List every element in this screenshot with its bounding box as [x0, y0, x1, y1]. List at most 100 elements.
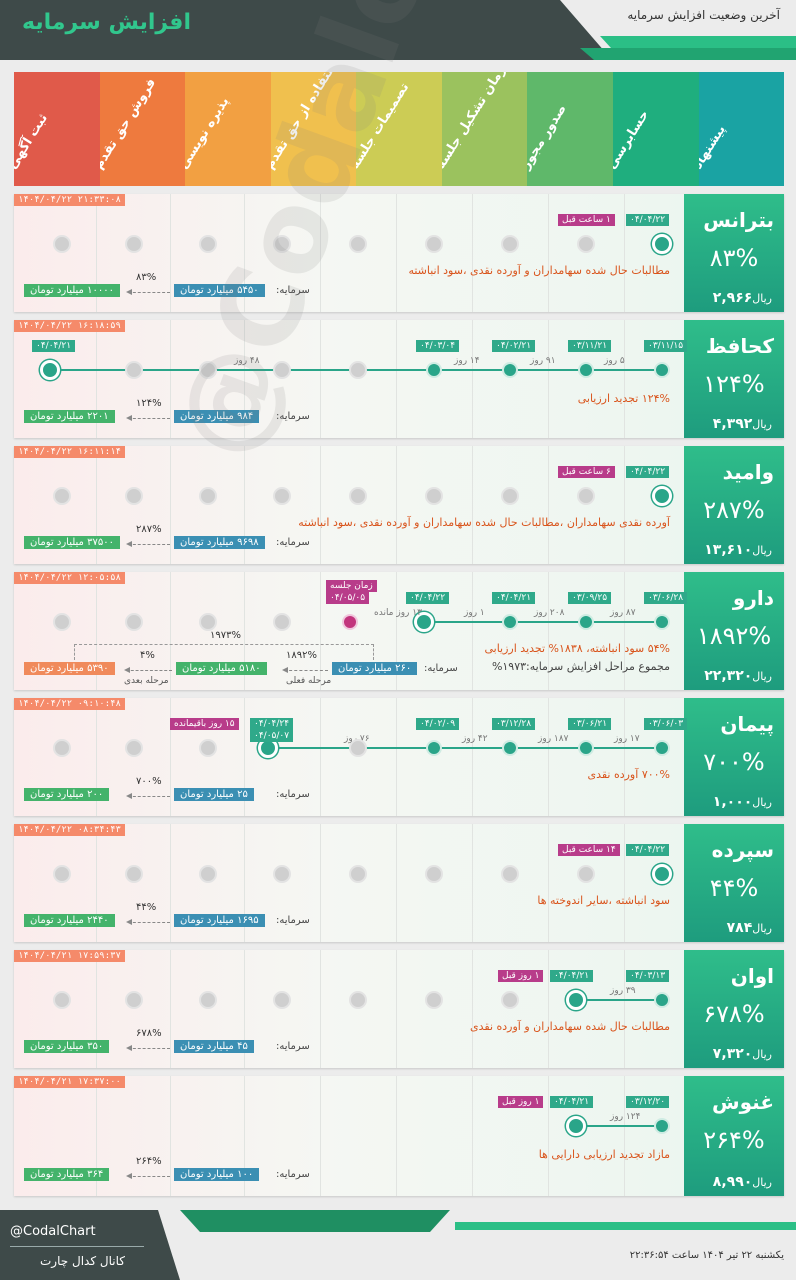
symbol-panel[interactable]: غنوش ۲۶۴% ریال۸,۹۹۰: [684, 1076, 784, 1196]
stock-row[interactable]: ۱۴۰۴/۰۴/۲۱ ۱۷:۳۷:۰۰ غنوش ۲۶۴% ریال۸,۹۹۰ ۰۳/۱…: [14, 1076, 784, 1196]
date-tag: ۰۴/۰۳/۱۳: [626, 970, 670, 982]
stage-dot: [349, 865, 367, 883]
description: آورده نقدی سهامداران ،مطالبات حال شده سه…: [298, 516, 670, 529]
grid-line: [320, 320, 321, 438]
capital-after: ۲۲۰۱ میلیارد تومان: [24, 410, 115, 423]
date-tag: ۰۳/۰۶/۲۸: [644, 592, 688, 604]
stage-dot: [425, 235, 443, 253]
symbol-name: بترانس: [703, 208, 774, 232]
increase-percent-label: ۲۸۷%: [136, 524, 162, 535]
stock-row[interactable]: ۱۴۰۴/۰۴/۲۱ ۱۷:۵۹:۳۷ اوان ۶۷۸% ریال۷,۳۲۰ ۰۴/۰…: [14, 950, 784, 1068]
capital-arrow-2: [124, 667, 172, 673]
stock-row[interactable]: ۱۴۰۴/۰۴/۲۲ ۰۸:۳۴:۴۳ سپرده ۴۴% ریال۷۸۴ ۰۴/۰۴/…: [14, 824, 784, 942]
grid-line: [170, 698, 171, 816]
grid-line: [320, 572, 321, 690]
grid-line: [624, 320, 625, 438]
grid-line: [472, 950, 473, 1068]
capital-arrow: [126, 289, 170, 295]
increase-percent: ۷۰۰%: [703, 748, 765, 776]
price-unit: ریال: [752, 1176, 772, 1189]
price: ریال۱,۰۰۰: [713, 794, 772, 810]
grid-line: [624, 572, 625, 690]
price-value: ۴,۳۹۲: [712, 416, 753, 432]
date-tag: ۰۳/۱۲/۲۸: [492, 718, 536, 730]
active-dot: [652, 864, 672, 884]
grid-line: [96, 320, 97, 438]
symbol-panel[interactable]: کحافظ ۱۲۴% ریال۴,۳۹۲: [684, 320, 784, 438]
increase-percent: ۸۳%: [709, 244, 759, 272]
timeline-line: [268, 747, 662, 749]
stock-row[interactable]: ۱۴۰۴/۰۴/۲۲ ۱۲:۰۵:۵۸ دارو ۱۸۹۲% ریال۲۲,۳۲۰ ۰۳…: [14, 572, 784, 690]
capital-current: ۲۵ میلیارد تومان: [174, 788, 254, 801]
increase-percent-label: ۱۸۹۲%: [286, 650, 317, 661]
description: سود انباشته ،سایر اندوخته ها: [537, 894, 670, 907]
price-value: ۷۸۴: [726, 920, 753, 936]
symbol-panel[interactable]: بترانس ۸۳% ریال۲,۹۶۶: [684, 194, 784, 312]
grid-line: [320, 194, 321, 312]
time-ago: ۱۴ ساعت قبل: [558, 844, 620, 856]
capital-arrow: [126, 1045, 170, 1051]
description: مطالبات حال شده سهامداران و آورده نقدی ،…: [408, 264, 670, 277]
price-unit: ریال: [752, 1048, 772, 1061]
footer-handle[interactable]: @CodalChart: [10, 1224, 96, 1239]
timeline-dot: [426, 740, 442, 756]
footer-dark: [0, 1210, 180, 1280]
grid-line: [320, 950, 321, 1068]
grid-line: [548, 698, 549, 816]
stage-dot: [125, 487, 143, 505]
date-tag: ۰۴/۰۴/۲۲: [626, 214, 670, 226]
gap-days: ۳۹ روز: [610, 986, 636, 996]
stock-row[interactable]: ۱۴۰۴/۰۴/۲۲ ۲۱:۳۳:۰۸ بترانس ۸۳% ریال۲,۹۶۶ ۰۴/…: [14, 194, 784, 312]
time-ago: ۶ ساعت قبل: [558, 466, 615, 478]
stage-dot: [53, 235, 71, 253]
grid-line: [548, 824, 549, 942]
stage-dot: [577, 865, 595, 883]
stock-row[interactable]: ۱۴۰۴/۰۴/۲۲ ۱۶:۱۸:۵۹ کحافظ ۱۲۴% ریال۴,۳۹۲ ۰۳/…: [14, 320, 784, 438]
capital-label: سرمایه:: [424, 663, 458, 674]
remaining-days: ۱۵ روز باقیمانده: [170, 718, 239, 730]
grid-line: [396, 698, 397, 816]
grid-line: [96, 572, 97, 690]
time-ago: ۱ ساعت قبل: [558, 214, 615, 226]
timeline-dot: [578, 614, 594, 630]
footer-accent-2: [455, 1222, 796, 1230]
grid-line: [170, 1076, 171, 1196]
grid-line: [170, 446, 171, 564]
timeline-line: [576, 999, 662, 1001]
price-unit: ریال: [752, 544, 772, 557]
capital-current: ۹۸۴ میلیارد تومان: [174, 410, 260, 423]
total-percent: ۱۹۷۳%: [210, 630, 241, 641]
stock-row[interactable]: ۱۴۰۴/۰۴/۲۲ ۰۹:۱۰:۴۸ پیمان ۷۰۰% ریال۱,۰۰۰ ۰۳/…: [14, 698, 784, 816]
timeline-dot: [578, 740, 594, 756]
summary: مجموع مراحل افزایش سرمایه:۱۹۷۳%: [491, 660, 670, 673]
increase-percent-label: ۲۶۴%: [136, 1156, 162, 1167]
stage-dot: [425, 991, 443, 1009]
date-tag: ۰۴/۰۴/۲۲: [626, 466, 670, 478]
page-subtitle: آخرین وضعیت افزایش سرمایه: [627, 8, 780, 22]
stage-dot: [577, 487, 595, 505]
grid-line: [624, 1076, 625, 1196]
symbol-panel[interactable]: اوان ۶۷۸% ریال۷,۳۲۰: [684, 950, 784, 1068]
stage-dot: [425, 865, 443, 883]
price-value: ۲۲,۳۲۰: [704, 668, 753, 684]
capital-current: ۴۵ میلیارد تومان: [174, 1040, 254, 1053]
grid-line: [396, 950, 397, 1068]
meeting-date: ۰۴/۰۵/۰۵: [326, 592, 370, 604]
grid-line: [170, 950, 171, 1068]
stage-dot: [125, 991, 143, 1009]
meeting-tag: زمان جلسه: [326, 580, 377, 592]
symbol-panel[interactable]: سپرده ۴۴% ریال۷۸۴: [684, 824, 784, 942]
date-tag: ۰۳/۱۲/۲۰: [626, 1096, 670, 1108]
stage-dot: [53, 487, 71, 505]
stock-row[interactable]: ۱۴۰۴/۰۴/۲۲ ۱۶:۱۱:۱۴ وامید ۲۸۷% ریال۱۳,۶۱۰ ۰۴…: [14, 446, 784, 564]
header-bar: [0, 0, 612, 60]
symbol-panel[interactable]: دارو ۱۸۹۲% ریال۲۲,۳۲۰: [684, 572, 784, 690]
symbol-panel[interactable]: پیمان ۷۰۰% ریال۱,۰۰۰: [684, 698, 784, 816]
grid-line: [548, 194, 549, 312]
active-dot: [566, 990, 586, 1010]
stage-5: استفاده از حق تقدم: [270, 72, 357, 186]
symbol-panel[interactable]: وامید ۲۸۷% ریال۱۳,۶۱۰: [684, 446, 784, 564]
price: ریال۷,۳۲۰: [713, 1046, 772, 1062]
capital-label: سرمایه:: [276, 411, 310, 422]
capital-current: ۵۴۵۰ میلیارد تومان: [174, 284, 265, 297]
